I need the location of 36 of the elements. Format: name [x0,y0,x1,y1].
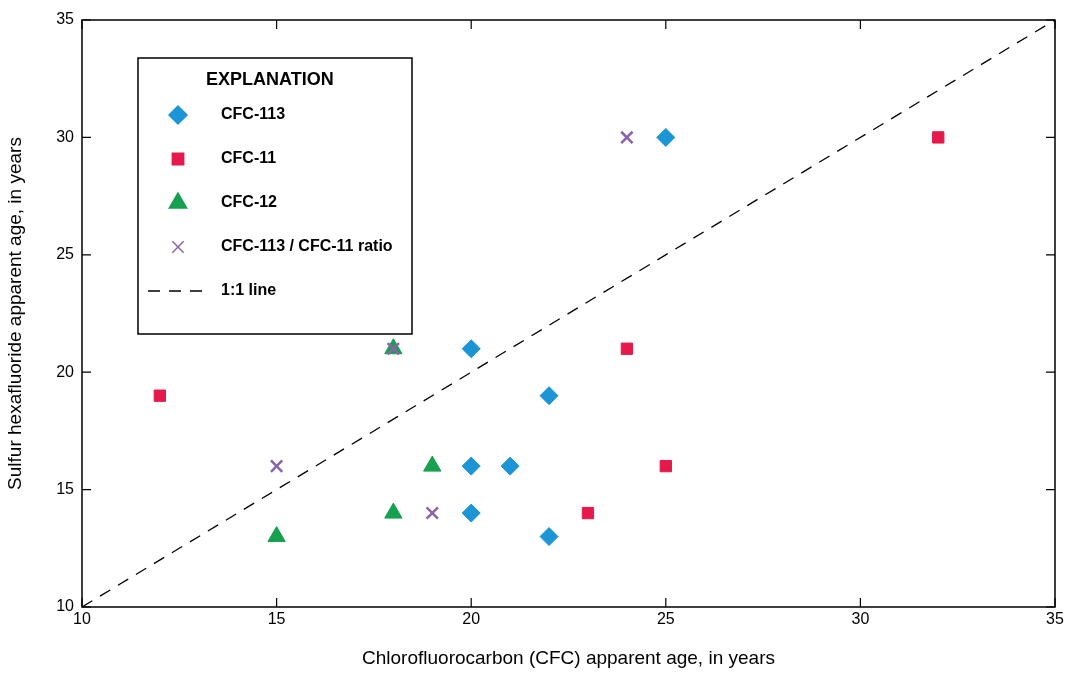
point [500,456,520,476]
y-tick-label: 20 [56,362,75,380]
y-axis-title: Sulfur hexafluoride apparent age, in years [3,137,25,490]
y-tick-label: 25 [56,245,75,263]
y-tick-label: 15 [56,480,75,498]
x-tick-label: 20 [462,610,481,628]
point [932,131,945,144]
point [267,526,286,543]
x-tick-label: 35 [1046,610,1064,628]
x-axis-title: Chlorofluorocarbon (CFC) apparent age, in years [362,646,775,668]
point [581,506,595,520]
legend-label: CFC-113 [221,105,286,123]
x-tick-label: 10 [73,610,91,628]
x-tick-label: 30 [851,610,870,628]
point [659,459,672,473]
y-tick-label: 35 [56,10,75,28]
y-tick-label: 30 [56,127,75,145]
point [620,342,634,355]
legend-label: CFC-12 [221,193,278,211]
legend-title: EXPLANATION [206,68,334,89]
legend-label: 1:1 line [221,281,277,299]
point [461,339,481,359]
point [461,503,481,523]
point [539,527,559,547]
x-tick-label: 25 [656,610,675,628]
point [269,459,284,474]
point [153,389,166,402]
point [461,456,481,476]
legend-label: CFC-113 / CFC-11 ratio [221,237,393,255]
point [656,127,676,147]
legend-label: CFC-11 [221,149,277,167]
x-tick-label: 15 [267,610,286,628]
y-tick-label: 10 [56,597,75,615]
point [619,130,634,145]
point [425,506,440,520]
point [539,386,559,406]
